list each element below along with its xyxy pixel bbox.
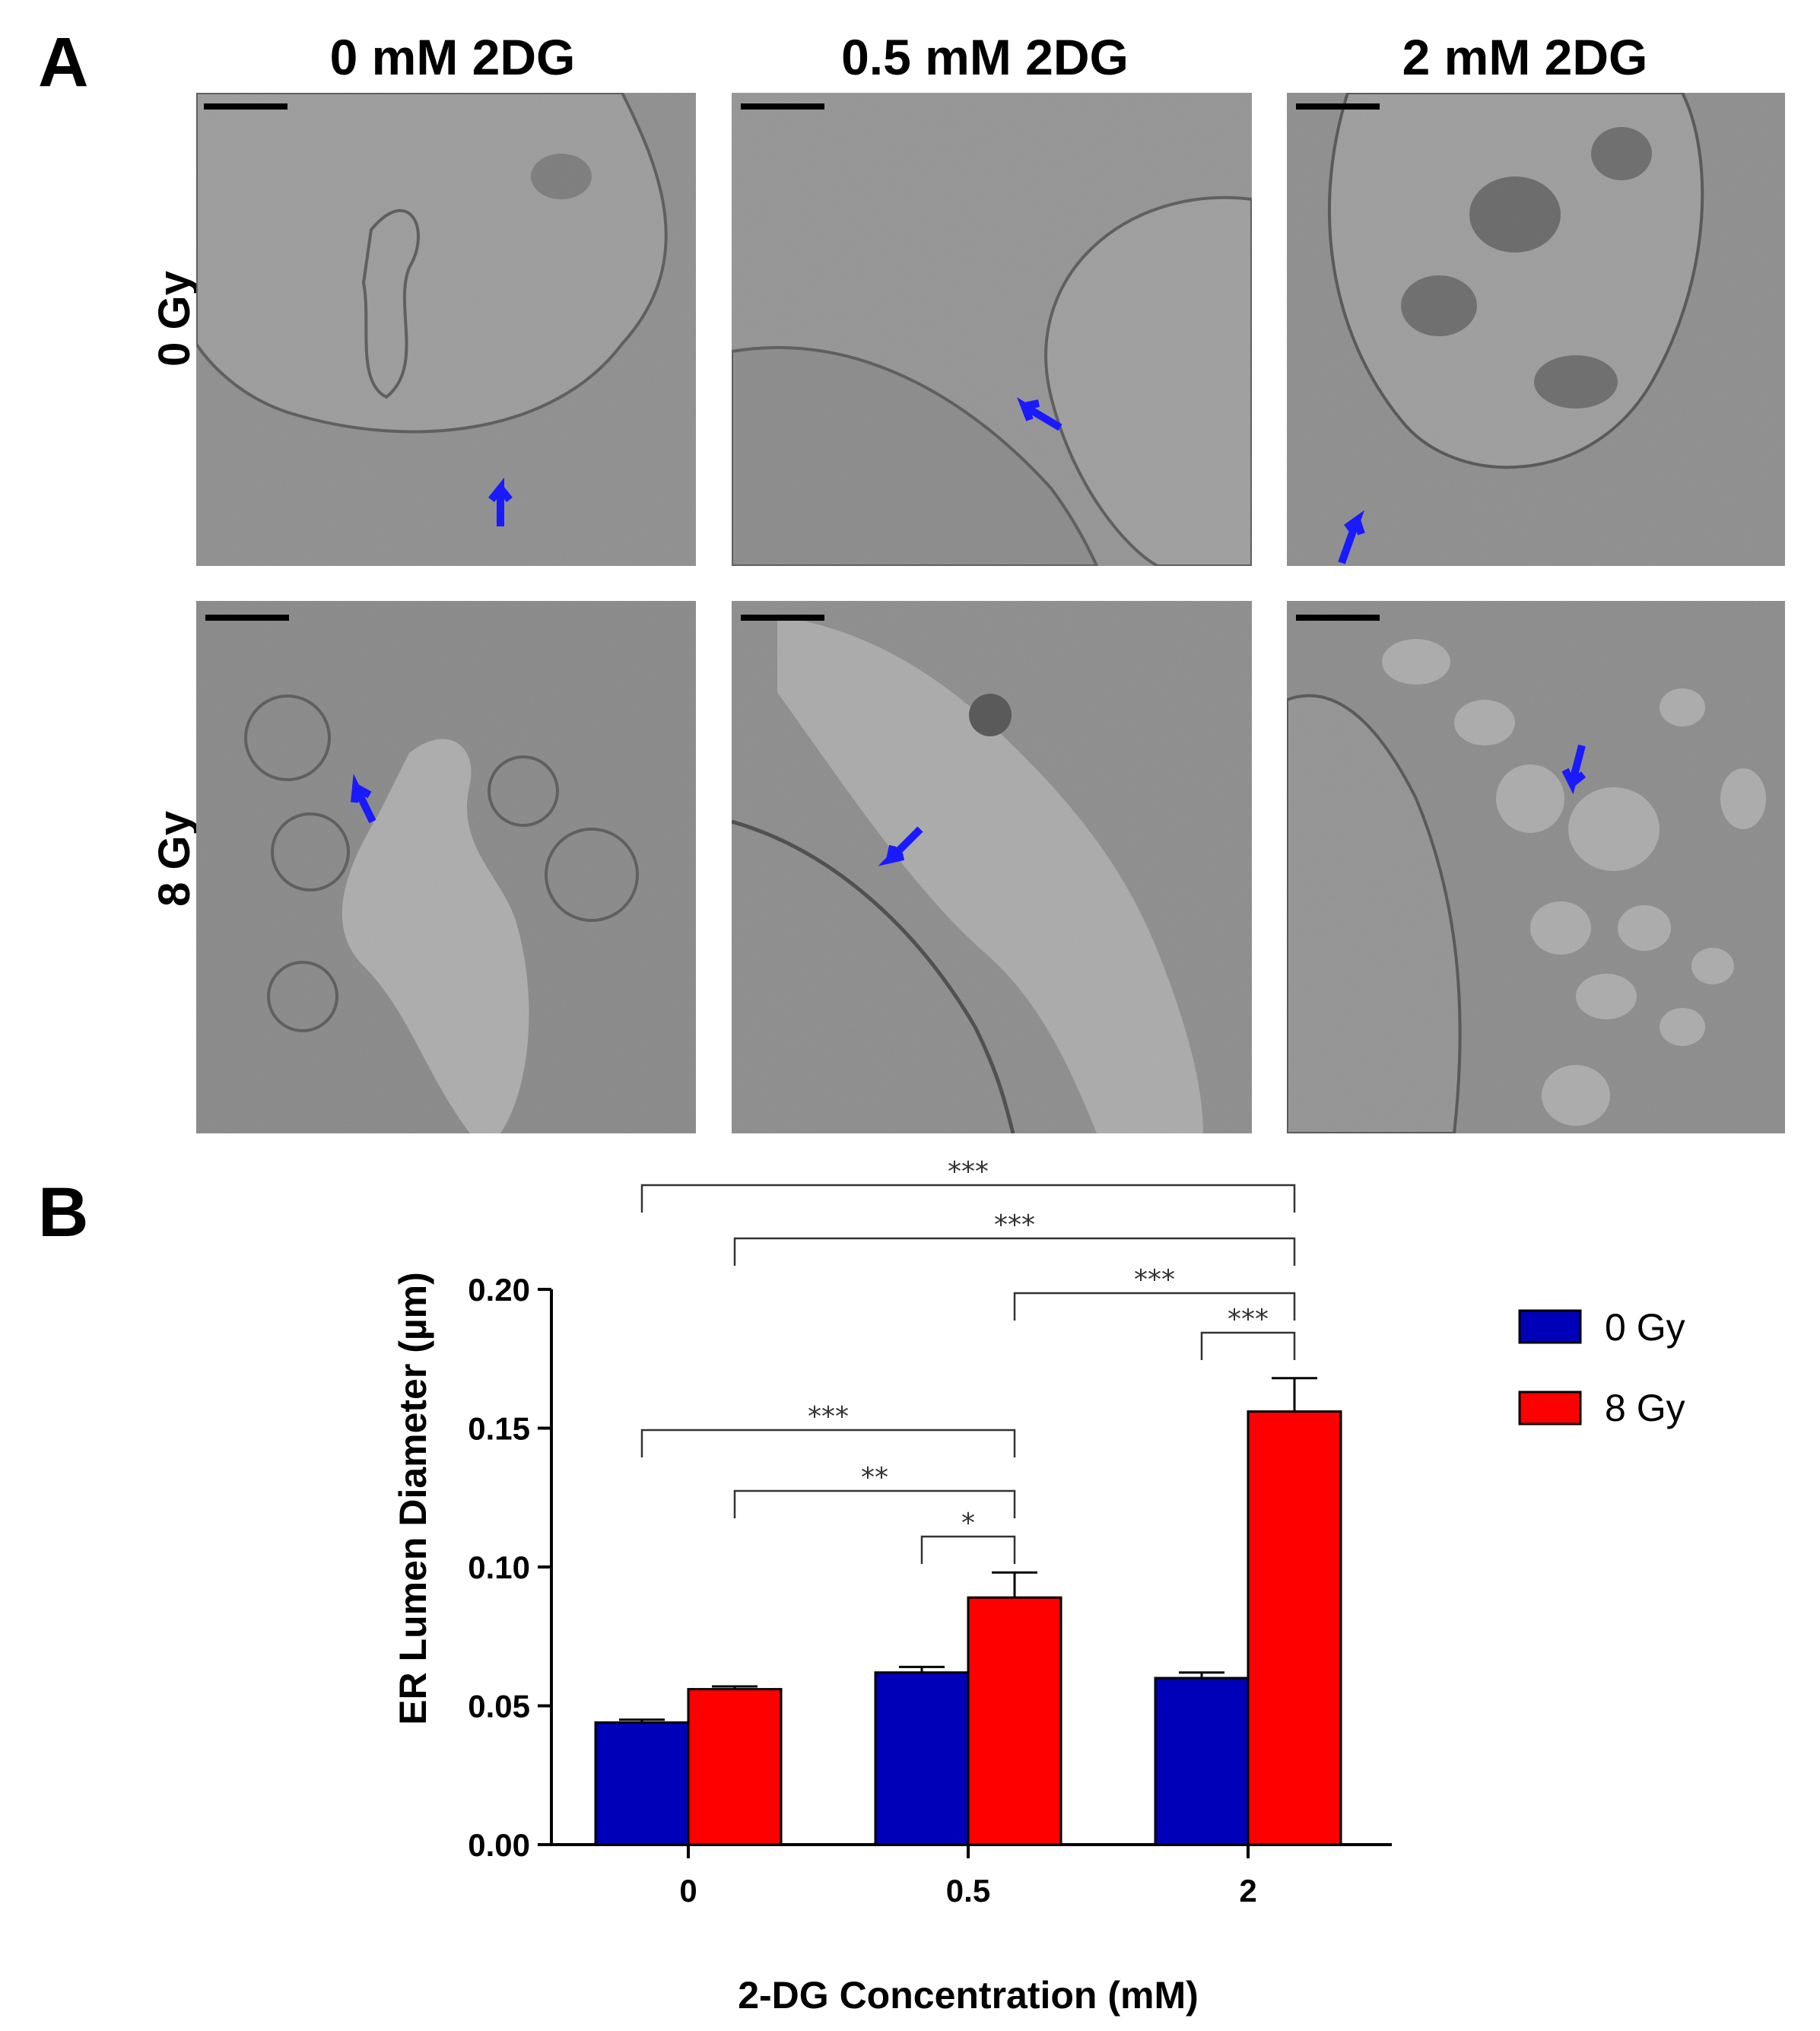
significance-bracket — [920, 1535, 1016, 1564]
bar-0gy-1 — [874, 1671, 970, 1846]
significance-bracket — [733, 1489, 1016, 1518]
significance-label: *** — [948, 1156, 989, 1187]
x-tick-label: 0.5 — [946, 1873, 990, 1909]
micrograph-0gy-0-5mm — [732, 93, 1252, 566]
micrograph-8gy-0mm — [196, 601, 696, 1133]
significance-bracket — [1200, 1331, 1296, 1360]
significance-label: *** — [1228, 1304, 1269, 1335]
bar-8gy-0 — [687, 1688, 783, 1846]
y-axis-title: ER Lumen Diameter (µm) — [392, 1272, 434, 1725]
bar-0gy-2 — [1154, 1677, 1250, 1846]
bar-8gy-2 — [1247, 1410, 1342, 1846]
legend: 0 Gy 8 Gy — [1518, 1306, 1685, 1429]
column-title-0mm: 0 mM 2DG — [329, 29, 576, 85]
arrow-icon — [1017, 397, 1062, 431]
column-title-0-5mm: 0.5 mM 2DG — [841, 29, 1129, 85]
significance-label: *** — [1134, 1264, 1175, 1295]
legend-swatch-8gy — [1518, 1391, 1582, 1426]
arrow-icon — [488, 477, 513, 526]
micrograph-8gy-2mm — [1287, 601, 1785, 1133]
x-tick-label: 0 — [679, 1873, 697, 1909]
significance-bracket — [733, 1237, 1296, 1266]
arrow-icon — [878, 826, 923, 866]
micrograph-8gy-0-5mm — [732, 601, 1252, 1133]
x-tick-label: 2 — [1239, 1873, 1256, 1909]
y-tick-label: 0.05 — [468, 1689, 530, 1724]
legend-label-8gy: 8 Gy — [1605, 1387, 1685, 1429]
micrograph-0gy-0mm — [196, 93, 696, 566]
bar-0gy-0 — [594, 1721, 690, 1846]
y-tick-label: 0.00 — [468, 1827, 530, 1863]
y-tick-label: 0.20 — [468, 1272, 530, 1308]
significance-bracket — [640, 1184, 1296, 1213]
arrow-icon — [1561, 744, 1587, 795]
micrograph-texture — [196, 93, 696, 566]
significance-label: *** — [994, 1209, 1035, 1241]
bar-8gy-1 — [967, 1596, 1062, 1846]
significance-label: ** — [861, 1462, 888, 1493]
column-title-2mm: 2 mM 2DG — [1402, 29, 1648, 85]
y-tick-label: 0.10 — [468, 1549, 530, 1585]
legend-label-0gy: 0 Gy — [1605, 1306, 1685, 1349]
panel-b-letter: B — [38, 1174, 89, 1251]
arrow-icon — [351, 774, 376, 824]
significance-bracket — [1013, 1292, 1296, 1321]
significance-label: * — [961, 1508, 975, 1539]
panel-a-letter: A — [38, 24, 89, 101]
micrograph-0gy-2mm — [1287, 93, 1785, 566]
y-tick-label: 0.15 — [468, 1411, 530, 1447]
significance-bracket — [640, 1429, 1016, 1457]
legend-swatch-0gy — [1518, 1309, 1582, 1344]
x-axis-title: 2-DG Concentration (mM) — [738, 1974, 1199, 2017]
arrow-icon — [1338, 510, 1365, 564]
significance-label: *** — [808, 1401, 849, 1432]
